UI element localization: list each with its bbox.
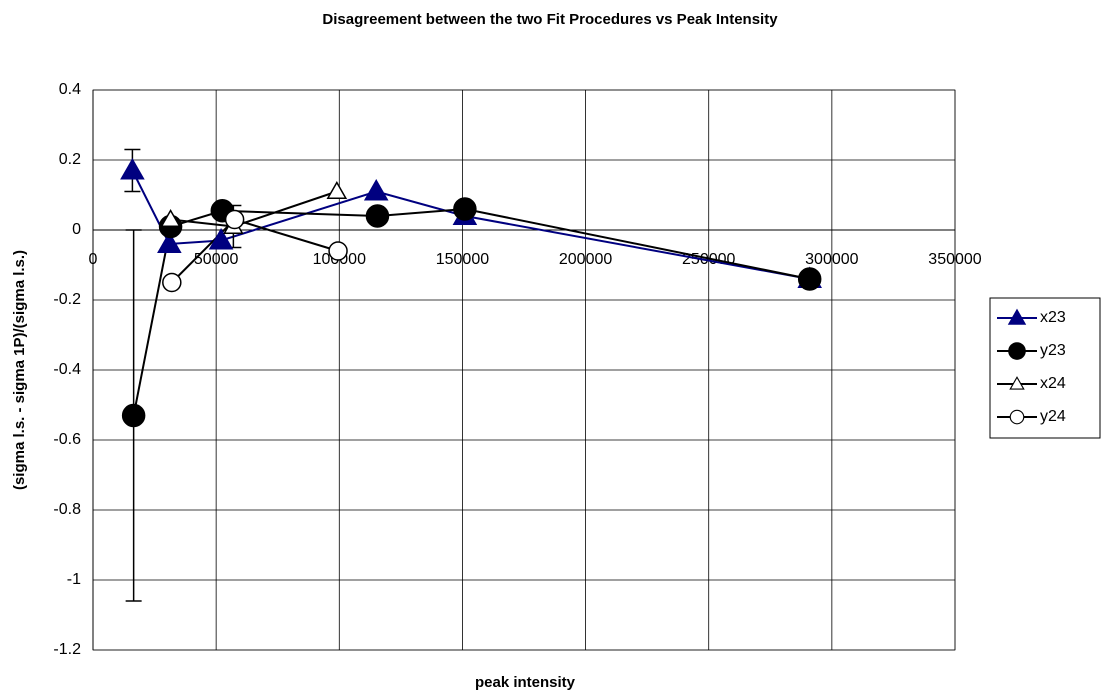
x-tick-label: 200000 [559,251,612,268]
legend-marker [1009,376,1025,390]
data-point [162,272,182,293]
x-axis-title: peak intensity [475,674,576,691]
chart-title: Disagreement between the two Fit Procedu… [322,11,778,28]
legend-marker [1008,342,1026,360]
x-tick-label: 300000 [805,251,858,268]
data-point [363,178,389,201]
y-tick-label: -0.8 [53,501,81,518]
y-tick-label: 0.4 [59,81,81,98]
y-axis-title: (sigma l.s. - sigma 1P)/(sigma l.s.) [11,250,28,490]
y-tick-label: -0.2 [53,291,81,308]
data-point [453,197,477,221]
legend-marker [1007,308,1027,325]
legend-box [989,297,1101,439]
y-tick-label: 0 [72,221,81,238]
x-tick-label: 350000 [928,251,981,268]
y-tick-label: -0.4 [53,361,81,378]
x-tick-label: 50000 [194,251,239,268]
data-point [121,403,146,428]
legend-label: y23 [1040,342,1066,359]
data-point [120,157,145,180]
y-tick-label: -0.6 [53,431,81,448]
data-point [224,209,245,230]
y-tick-label: -1 [67,571,81,588]
data-point [365,204,390,228]
y-tick-label: -1.2 [53,641,81,658]
legend-label: x24 [1040,375,1066,392]
data-point [160,208,181,227]
legend-marker [1009,409,1025,425]
data-point [797,267,822,291]
series-line [170,190,338,228]
y-tick-label: 0.2 [59,151,81,168]
series-line [132,207,810,416]
data-point [208,227,234,250]
data-point [157,231,182,253]
data-point [328,241,348,261]
x-tick-label: 150000 [436,251,489,268]
legend-label: y24 [1040,408,1066,425]
legend-label: x23 [1040,309,1066,326]
data-point [326,180,348,199]
